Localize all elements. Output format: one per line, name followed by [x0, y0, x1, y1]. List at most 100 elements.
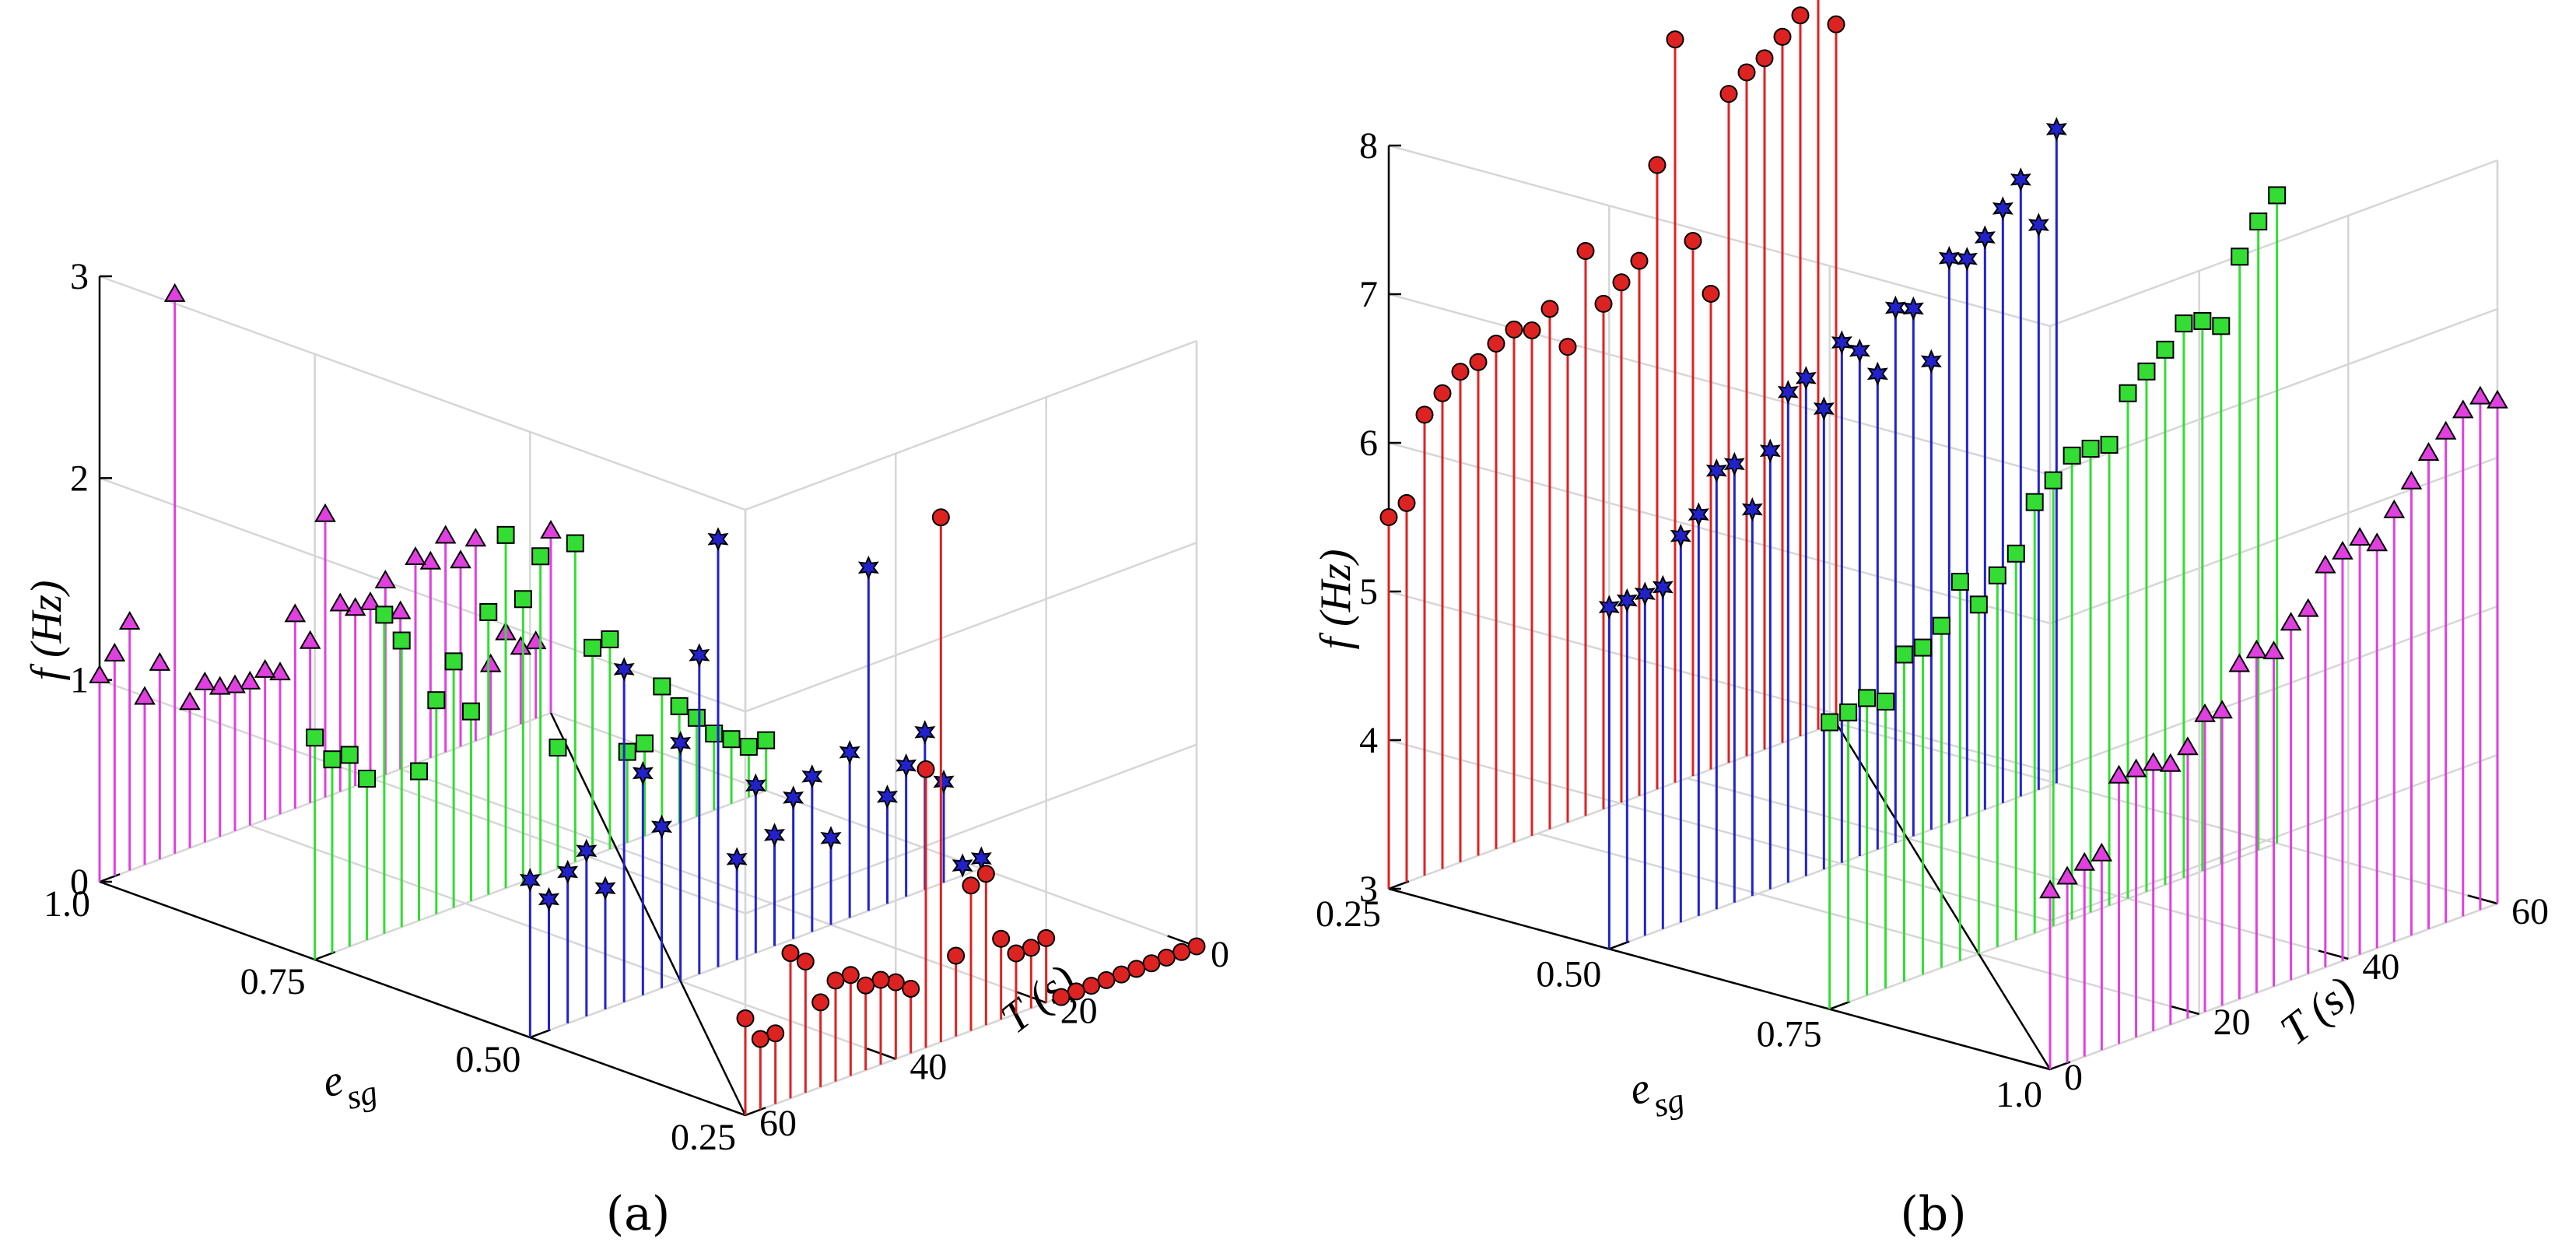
stem-marker [705, 724, 724, 742]
stem-marker [444, 652, 463, 671]
esg-tick-label: 1.0 [1996, 1074, 2042, 1115]
stem-marker [1112, 965, 1130, 984]
stem-marker [826, 971, 845, 990]
stem-marker [2315, 554, 2336, 574]
stem-marker [952, 853, 973, 878]
series-0_75 [1821, 186, 2287, 1009]
stem-marker [1684, 232, 1702, 251]
stem-marker [1142, 954, 1161, 973]
stem-marker [389, 600, 412, 619]
stem-marker [461, 702, 480, 721]
stem-marker [839, 739, 860, 765]
series-0_75 [306, 525, 776, 960]
stem-marker [707, 527, 729, 552]
stem-marker [2039, 879, 2061, 899]
stem-marker [1902, 296, 1924, 321]
f-tick-label: 3 [1359, 869, 1378, 910]
stem-marker [224, 674, 246, 693]
f-tick-label: 6 [1359, 423, 1378, 464]
stem-marker [1705, 458, 1727, 483]
stem-marker [632, 760, 654, 786]
esg-tick-label: 1.0 [44, 883, 90, 925]
stem-marker [2469, 385, 2491, 405]
grid-line-esg [1387, 146, 1837, 890]
axes [1387, 144, 2498, 1071]
stem-marker [1469, 353, 1488, 371]
stem-marker [1451, 363, 1470, 381]
stem-marker [1849, 338, 1870, 363]
stem-marker [947, 946, 966, 965]
stem-marker [783, 785, 804, 810]
grid-line-f [1388, 144, 2498, 328]
stem-marker [1821, 713, 1839, 732]
series-1 [2039, 385, 2508, 1069]
stem-marker [1097, 970, 1116, 989]
stem-marker [1037, 928, 1056, 947]
stem-marker [739, 738, 758, 756]
f-tick-label: 8 [1359, 125, 1378, 167]
stem-marker [1956, 247, 1978, 272]
stem-marker [576, 838, 598, 863]
stem-marker [2349, 527, 2371, 546]
stem-marker [2100, 435, 2119, 454]
stem-marker [2056, 865, 2078, 885]
stem-marker [2193, 311, 2212, 330]
stem-marker [2125, 758, 2147, 777]
esg-axis-line [1388, 887, 2051, 1071]
stem-marker [781, 944, 800, 963]
stem-marker [763, 823, 786, 848]
stem-marker [2081, 439, 2100, 458]
stem-marker [209, 676, 231, 695]
time-axis-label: T (s) [2272, 967, 2365, 1055]
stem-marker [886, 973, 905, 992]
stem-marker [1067, 982, 1085, 1001]
stem-marker [766, 1024, 785, 1043]
stem-marker [1988, 566, 2006, 584]
stem-marker [2487, 389, 2508, 409]
stem-marker [1670, 523, 1691, 549]
stem-marker [89, 664, 110, 683]
stem-marker [594, 876, 616, 900]
esg-tick-label: 0.25 [1316, 893, 1381, 935]
stem-marker [2063, 446, 2081, 465]
stem-marker [650, 814, 673, 839]
stem-marker [1007, 944, 1025, 963]
stem-marker [306, 728, 324, 747]
stem-marker [722, 730, 741, 749]
stem-marker [2211, 700, 2233, 719]
esg-tick-mark [1608, 940, 1630, 950]
stem-marker [670, 730, 692, 756]
stem-marker [566, 534, 584, 553]
time-axis-line [549, 712, 747, 1116]
stem-marker [2175, 314, 2193, 333]
stem-marker [895, 753, 917, 778]
stem-marker [427, 691, 446, 710]
stem-marker [239, 670, 261, 690]
time-tick-label: 20 [2213, 1002, 2251, 1043]
stem-marker [992, 929, 1011, 948]
stem-marker [2177, 736, 2199, 756]
stem-marker [1127, 960, 1146, 978]
f-tick-label: 1 [70, 660, 89, 701]
stem-marker [1598, 595, 1620, 619]
stem-marker [1630, 251, 1649, 270]
stem-marker [1992, 196, 2013, 221]
stem-marker [1759, 438, 1781, 463]
stem-marker [2010, 167, 2031, 192]
stem-marker [1558, 338, 1577, 356]
f-tick-label: 2 [70, 458, 89, 499]
stem-marker [2156, 340, 2175, 359]
stem-marker [479, 653, 502, 672]
stem-marker [902, 979, 920, 998]
f-axis-label: f (Hz) [23, 580, 71, 680]
stem-marker [194, 671, 216, 690]
stem-marker [1487, 334, 1505, 353]
stem-marker [1827, 15, 1845, 33]
stem-marker [450, 549, 471, 569]
time-tick-label: 40 [2362, 946, 2399, 988]
stem-marker [1433, 384, 1452, 402]
grid-walls [1387, 144, 2499, 1071]
panel-a-label: (a) [606, 1187, 671, 1241]
stem-marker [374, 569, 397, 588]
